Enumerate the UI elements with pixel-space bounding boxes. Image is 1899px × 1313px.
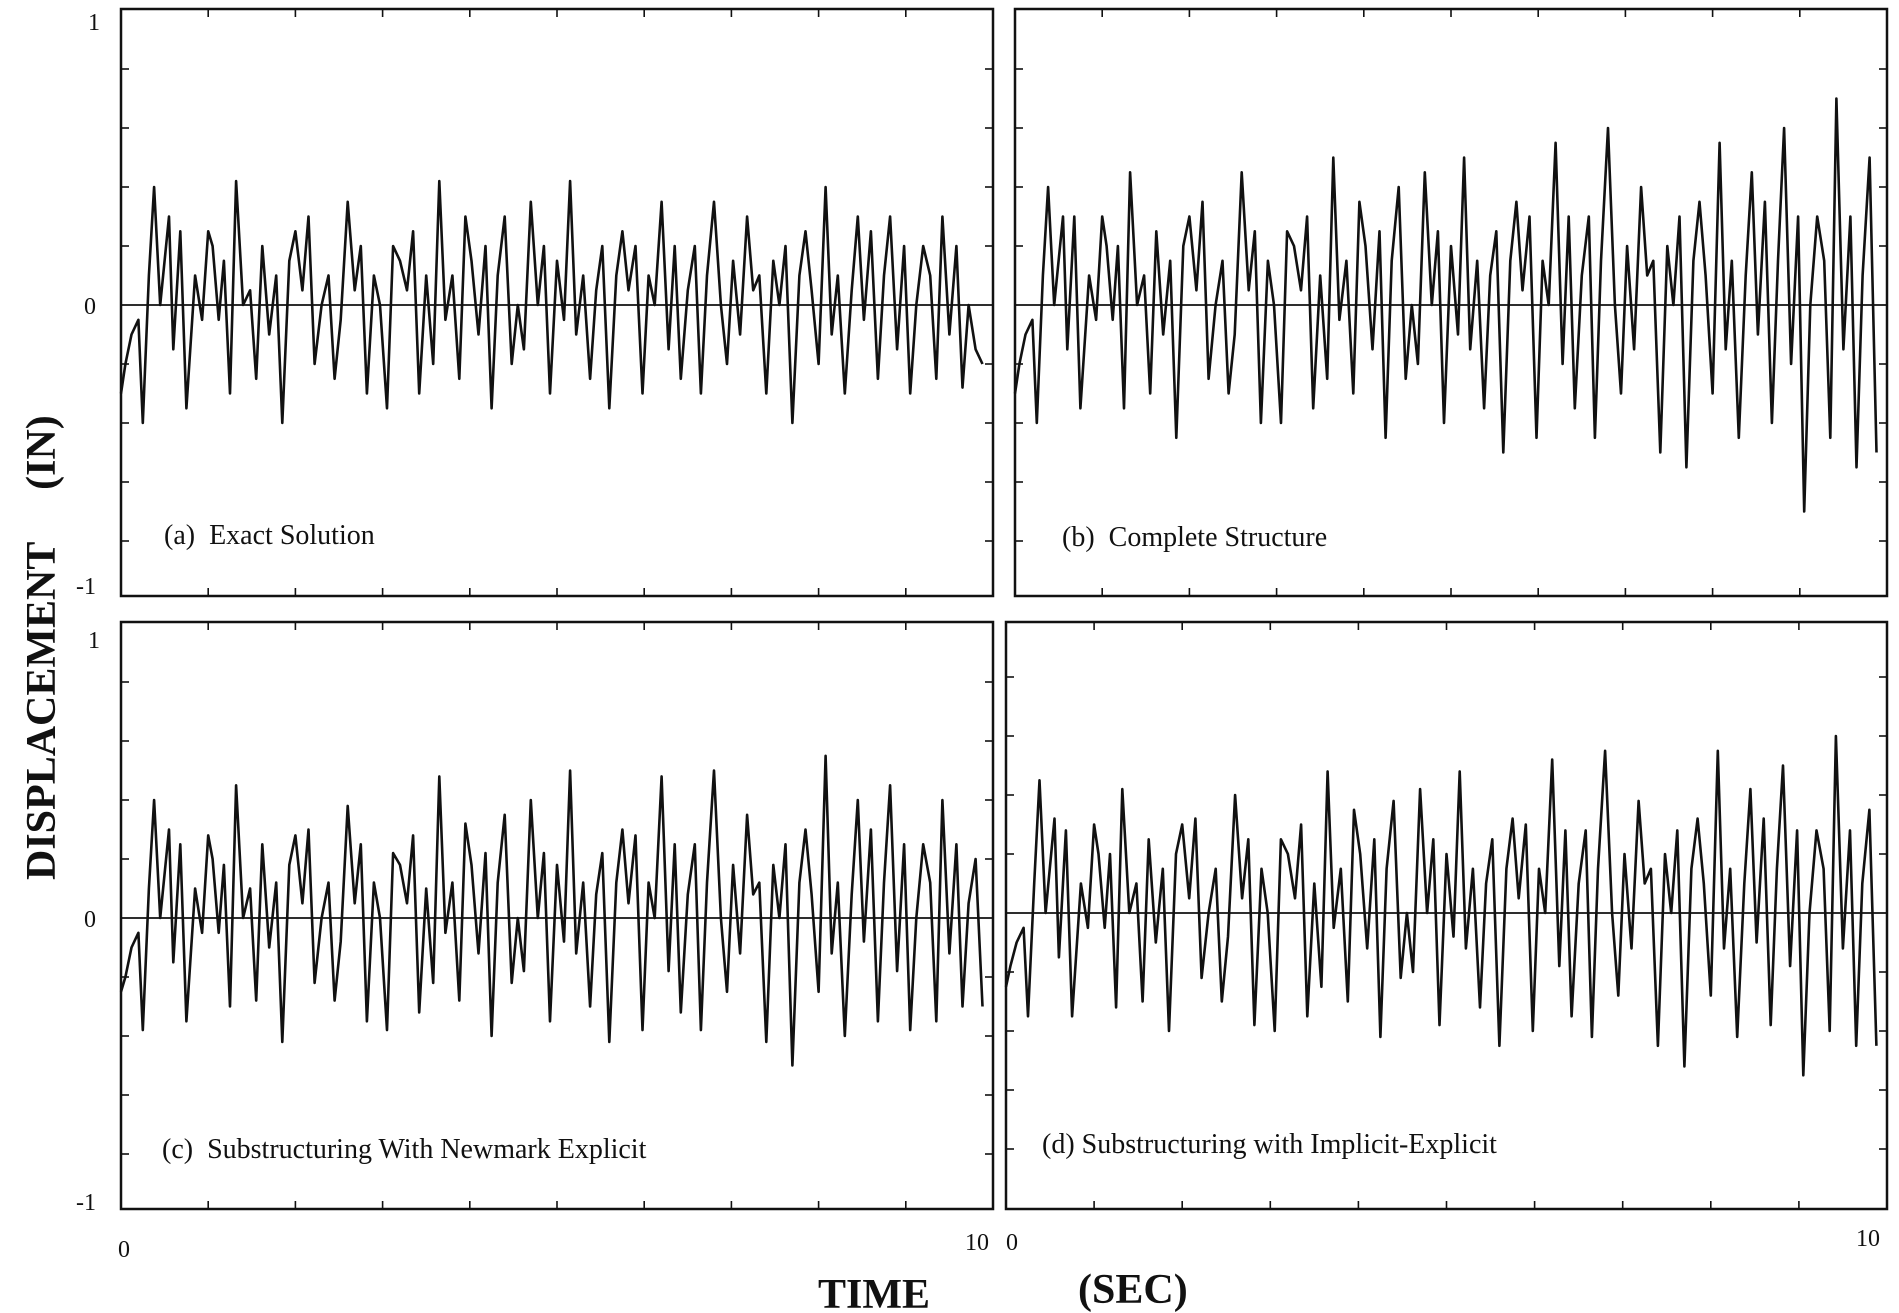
x-tick-label-c-10: 10 [965,1230,989,1256]
y-tick-label-top-1: 1 [88,10,100,36]
trace-panel-c [119,754,984,1067]
panel-d-label: (d) Substructuring with Implicit-Explici… [1042,1129,1497,1160]
traces [119,97,1878,1077]
trace-panel-a [119,179,984,425]
y-tick-label-top-neg1: -1 [76,574,96,600]
panel-b-label: (b) Complete Structure [1062,522,1327,553]
trace-panel-d [1004,734,1878,1077]
y-tick-label-top-0: 0 [84,294,96,320]
x-axis-title-time: TIME [818,1272,930,1313]
x-tick-label-d-0: 0 [1006,1230,1018,1256]
panel-a-label: (a) Exact Solution [164,520,375,551]
panel-c-label: (c) Substructuring With Newmark Explicit [162,1134,647,1165]
y-tick-label-bottom-neg1: -1 [76,1190,96,1216]
y-tick-label-bottom-1: 1 [88,628,100,654]
tick-marks [121,9,1887,1209]
x-tick-label-c-0: 0 [118,1237,130,1263]
y-axis-title: DISPLACEMENT (IN) [19,415,65,880]
trace-panel-b [1013,97,1878,513]
y-tick-label-bottom-0: 0 [84,907,96,933]
x-tick-label-d-10: 10 [1856,1226,1880,1252]
x-axis-title-sec: (SEC) [1078,1267,1188,1313]
